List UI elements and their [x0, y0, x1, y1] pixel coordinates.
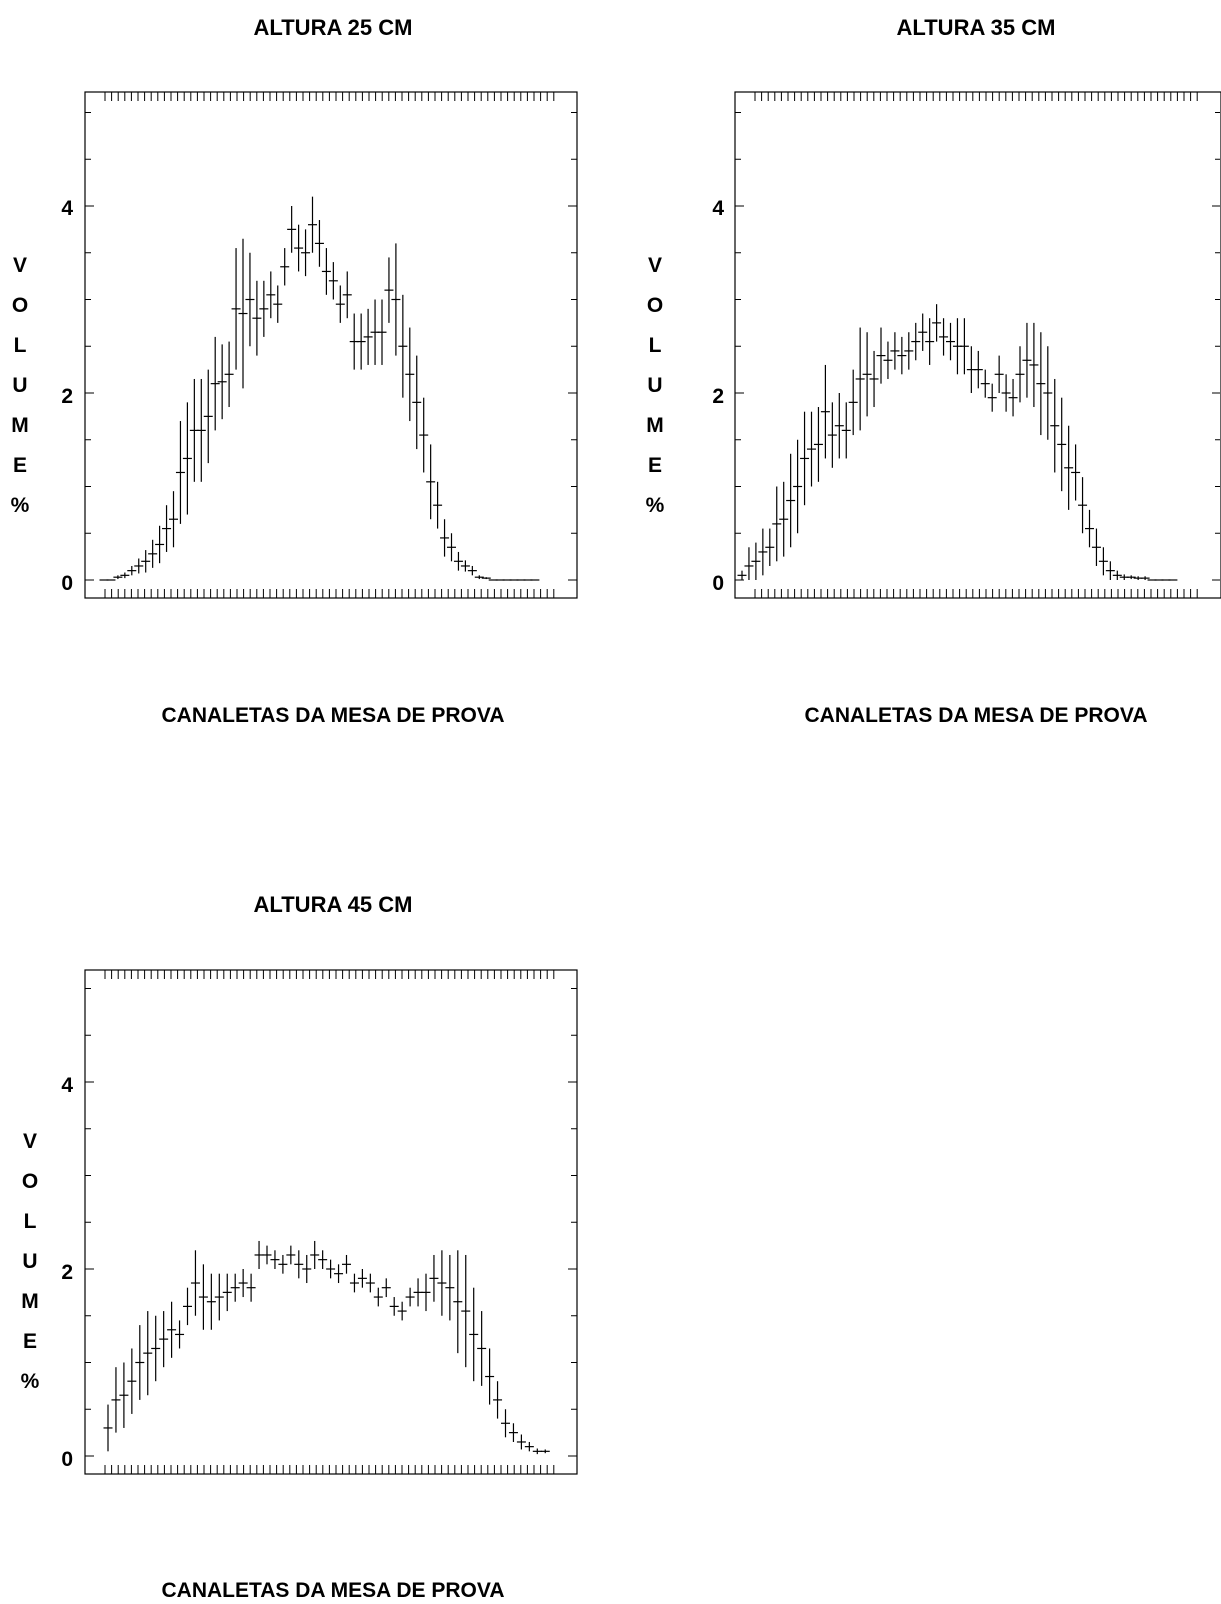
data-marks — [99, 196, 540, 581]
y-tick-label: 2 — [712, 385, 724, 408]
plot-frame — [84, 91, 578, 599]
y-axis-letter: E — [13, 454, 27, 477]
data-marks — [103, 1240, 550, 1455]
chart-panel-35cm: ALTURA 35 CM V O L U M E % 0 2 4 CANALET… — [646, 15, 1221, 727]
y-axis-letter: E — [23, 1330, 37, 1353]
axis-minor-ticks — [735, 92, 1220, 598]
y-tick-label: 0 — [61, 1448, 73, 1471]
y-axis-letter: O — [12, 294, 28, 317]
y-tick-label: 0 — [712, 572, 724, 595]
y-axis-letter: L — [24, 1210, 37, 1233]
plot-frame — [734, 91, 1221, 599]
chart-panel-25cm: ALTURA 25 CM V O L U M E % 0 2 4 CANALET… — [11, 15, 578, 727]
y-axis-letter: % — [11, 494, 30, 517]
x-axis-label: CANALETAS DA MESA DE PROVA — [161, 1579, 504, 1602]
y-axis-letter: L — [649, 334, 662, 357]
x-axis-label: CANALETAS DA MESA DE PROVA — [804, 704, 1147, 727]
axis-minor-ticks — [85, 92, 577, 598]
data-marks — [737, 304, 1178, 581]
chart-title: ALTURA 25 CM — [254, 15, 413, 40]
axis-minor-ticks — [85, 970, 577, 1474]
y-axis-letter: U — [22, 1250, 37, 1273]
y-tick-label: 2 — [61, 385, 73, 408]
y-axis-letter: E — [648, 454, 662, 477]
y-axis-letter: U — [647, 374, 662, 397]
x-axis-label: CANALETAS DA MESA DE PROVA — [161, 704, 504, 727]
y-axis-letter: M — [21, 1290, 39, 1313]
y-axis-letter: M — [646, 414, 664, 437]
y-tick-label: 4 — [61, 197, 73, 220]
y-axis-letter: U — [12, 374, 27, 397]
y-axis-letter: V — [648, 254, 662, 277]
y-axis-letter: L — [14, 334, 27, 357]
y-axis-letter: O — [22, 1170, 38, 1193]
chart-title: ALTURA 45 CM — [254, 892, 413, 917]
y-axis-letter: % — [646, 494, 665, 517]
y-axis-label: V O L U M E % — [646, 254, 665, 517]
y-axis-letter: O — [647, 294, 663, 317]
y-tick-label: 4 — [61, 1074, 73, 1097]
y-tick-label: 4 — [712, 197, 724, 220]
y-axis-letter: V — [13, 254, 27, 277]
y-tick-label: 0 — [61, 572, 73, 595]
plot-frame — [84, 969, 578, 1475]
chart-panel-45cm: ALTURA 45 CM V O L U M E % 0 2 4 CANALET… — [21, 892, 578, 1602]
y-axis-letter: % — [21, 1370, 40, 1393]
y-axis-letter: V — [23, 1130, 37, 1153]
y-axis-label: V O L U M E % — [11, 254, 30, 517]
y-axis-letter: M — [11, 414, 29, 437]
y-tick-label: 2 — [61, 1261, 73, 1284]
y-axis-label: V O L U M E % — [21, 1130, 40, 1393]
chart-title: ALTURA 35 CM — [897, 15, 1056, 40]
